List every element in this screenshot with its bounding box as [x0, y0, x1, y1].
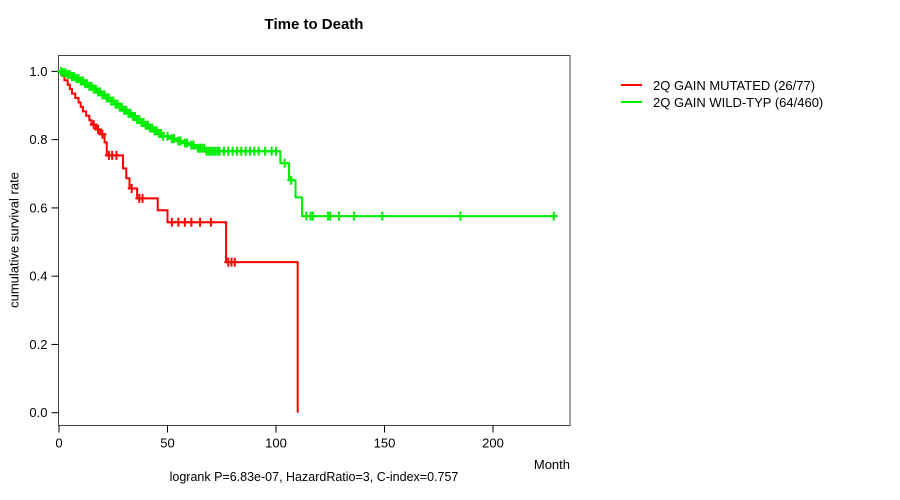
legend-item-wildtype: 2Q GAIN WILD-TYP (64/460) [621, 94, 824, 110]
legend: 2Q GAIN MUTATED (26/77) 2Q GAIN WILD-TYP… [621, 77, 824, 110]
survival-curves [57, 66, 558, 413]
y-tick-label: 0.4 [29, 269, 47, 284]
y-tick-label: 0.0 [29, 405, 47, 420]
legend-line-mutated [621, 84, 642, 86]
legend-item-mutated: 2Q GAIN MUTATED (26/77) [621, 77, 823, 93]
x-tick-label: 50 [160, 436, 174, 451]
x-tick-label: 200 [482, 436, 504, 451]
y-tick-label: 0.6 [29, 200, 47, 215]
y-tick-label: 1.0 [29, 64, 47, 79]
y-tick-label: 0.2 [29, 337, 47, 352]
legend-line-wildtype [621, 101, 642, 103]
x-tick-label: 100 [265, 436, 287, 451]
y-tick-label: 0.8 [29, 132, 47, 147]
survival-curve-mutated [59, 70, 299, 413]
chart-title: Time to Death [264, 16, 364, 33]
legend-label-mutated: 2Q GAIN MUTATED (26/77) [653, 77, 816, 93]
y-axis-label: cumulative survival rate [6, 172, 22, 308]
survival-curve-wildtype [59, 70, 554, 218]
x-tick-label: 150 [374, 436, 396, 451]
legend-label-wildtype: 2Q GAIN WILD-TYP (64/460) [653, 94, 824, 110]
x-tick-label: 0 [55, 436, 62, 451]
plot-frame [58, 55, 571, 426]
stats-annotation: logrank P=6.83e-07, HazardRatio=3, C-ind… [169, 470, 459, 484]
axis-ticks [51, 70, 494, 433]
x-axis-label: Month [533, 457, 570, 472]
axis-tick-labels: 0 50 100 150 200 0.0 0.2 0.4 0.6 0.8 1.0 [29, 64, 503, 451]
